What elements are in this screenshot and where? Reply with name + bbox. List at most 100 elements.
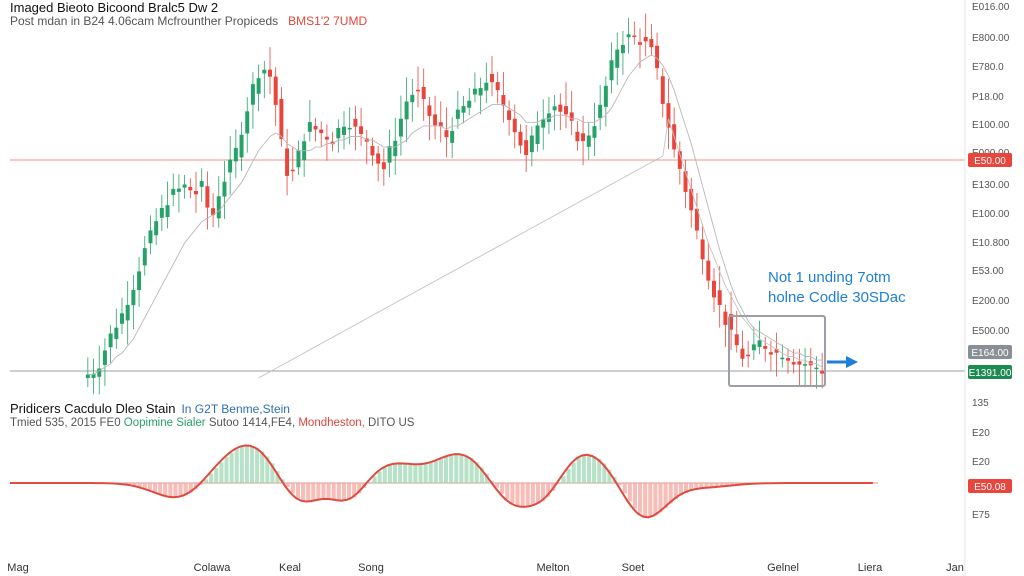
candle-body <box>603 85 608 107</box>
oscillator-bar <box>474 462 479 483</box>
price-badge <box>968 153 1012 167</box>
candle-body <box>353 118 358 127</box>
candle-body <box>410 94 415 103</box>
candle-body <box>495 82 500 91</box>
oscillator-bar <box>500 483 505 494</box>
candle-body <box>455 109 460 119</box>
oscillator-bar <box>658 483 663 513</box>
candle-body <box>558 104 563 112</box>
oscillator-bar <box>423 463 428 483</box>
candle-body <box>490 73 494 83</box>
candle-body <box>393 140 398 157</box>
oscillator-bar <box>357 483 362 494</box>
oscillator-bar <box>352 483 357 498</box>
oscillator-bar <box>433 461 438 483</box>
oscillator-bar <box>239 446 244 483</box>
candle-body <box>569 112 574 121</box>
oscillator-bar <box>464 455 469 483</box>
candle-body <box>296 150 301 168</box>
price-tick-label: E20 <box>972 428 990 439</box>
candle-body <box>421 86 426 99</box>
oscillator-bar <box>219 462 224 483</box>
subtitle-tag: BMS1'2 7UMD <box>288 14 368 28</box>
x-axis-label: Colawa <box>194 562 232 574</box>
candle-body <box>245 111 250 134</box>
oscillator-bar <box>290 483 295 494</box>
oscillator-bar <box>515 483 520 506</box>
candle-body <box>256 78 261 94</box>
oscillator-bar <box>331 483 336 500</box>
oscillator-bar <box>592 456 597 483</box>
oscillator-bar <box>346 483 352 500</box>
candle-body <box>125 304 130 321</box>
oscillator-bar <box>336 483 341 501</box>
candle-body <box>751 344 756 351</box>
candle-body <box>142 248 147 266</box>
oscillator-bar <box>234 449 239 483</box>
candle-body <box>529 135 534 153</box>
candle-body <box>404 101 409 120</box>
oscillator-bar <box>444 457 449 483</box>
candle-body <box>347 127 352 130</box>
oscillator-bar <box>382 467 387 483</box>
price-badge-label: E50.08 <box>974 482 1006 493</box>
oscillator-bar <box>275 471 280 483</box>
price-tick-label: E780.0 <box>972 62 1004 73</box>
candle-body <box>262 69 267 74</box>
oscillator-bar <box>147 483 152 491</box>
candle-body <box>723 311 728 325</box>
oscillator-bar <box>137 483 142 487</box>
oscillator-bar <box>673 483 678 500</box>
candle-body <box>342 126 346 135</box>
candle-body <box>626 34 631 38</box>
oscillator-bar <box>377 471 382 483</box>
candle-body <box>324 136 329 140</box>
candle-body <box>786 358 790 361</box>
candle-body <box>780 357 785 360</box>
oscillator-bar <box>408 463 413 483</box>
candle-body <box>609 60 614 81</box>
candle-body <box>336 127 341 139</box>
candle-body <box>211 208 216 216</box>
candle-body <box>216 196 221 219</box>
subtitle-text: Post mdan in B24 4.06cam Mcfrounther Pro… <box>10 14 279 28</box>
price-tick-label: E800.00 <box>972 33 1010 44</box>
x-axis-label: Liera <box>858 562 883 574</box>
annotation-line-1: Not 1 unding 7otm <box>768 269 891 286</box>
oscillator-bar <box>142 483 147 489</box>
oscillator-bar <box>158 483 163 494</box>
oscillator-bar <box>173 483 178 498</box>
x-axis-label: Jan <box>946 562 964 574</box>
oscillator-line <box>10 444 873 519</box>
oscillator-bar <box>127 483 132 485</box>
candle-body <box>131 289 136 306</box>
chart-subtitle: Post mdan in B24 4.06cam Mcfrounther Pro… <box>10 14 367 28</box>
oscillator-bar <box>643 483 648 517</box>
candle-body <box>643 37 648 42</box>
candle-body <box>541 119 546 128</box>
oscillator-bar <box>714 483 719 488</box>
candle-body <box>683 171 688 192</box>
candle-body <box>757 340 762 347</box>
oscillator-bar <box>597 459 602 483</box>
price-tick-label: E53.00 <box>972 266 1004 277</box>
candle-body <box>740 348 745 359</box>
candle-body <box>307 122 312 132</box>
price-tick-label: E100.00 <box>972 209 1010 220</box>
oscillator-bar <box>418 464 423 483</box>
candle-body <box>694 208 699 231</box>
oscillator-bar <box>668 483 673 504</box>
candle-body <box>433 114 438 126</box>
oscillator-bar <box>244 445 249 483</box>
oscillator-bar <box>581 455 586 483</box>
oscillator-bar <box>152 483 158 492</box>
candle-body <box>472 88 477 95</box>
oscillator-bar <box>602 463 607 483</box>
price-tick-label: 135 <box>972 398 989 409</box>
oscillator-bar <box>428 462 433 483</box>
candle-body <box>102 350 107 365</box>
candle-body <box>512 118 517 133</box>
candle-body <box>438 122 443 127</box>
candle-body <box>706 260 711 281</box>
